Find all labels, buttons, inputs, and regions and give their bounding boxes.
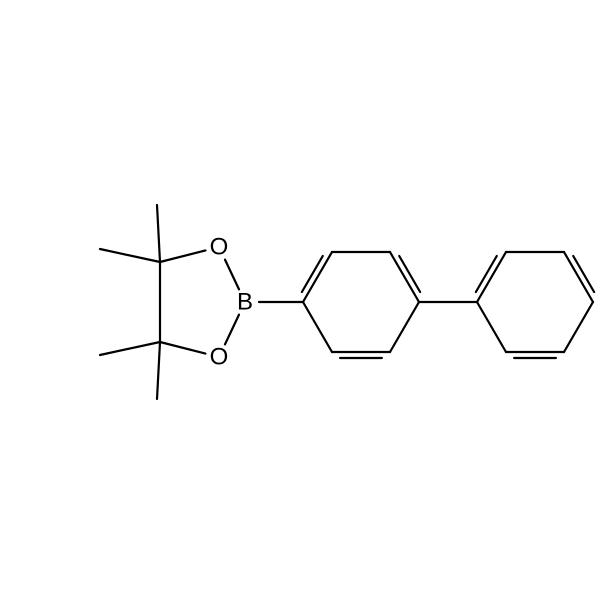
atom-label-O1: O [210,234,229,261]
atom-label-O2: O [210,344,229,371]
atom-label-B: B [237,289,253,316]
molecule-diagram: B O O [0,0,600,600]
